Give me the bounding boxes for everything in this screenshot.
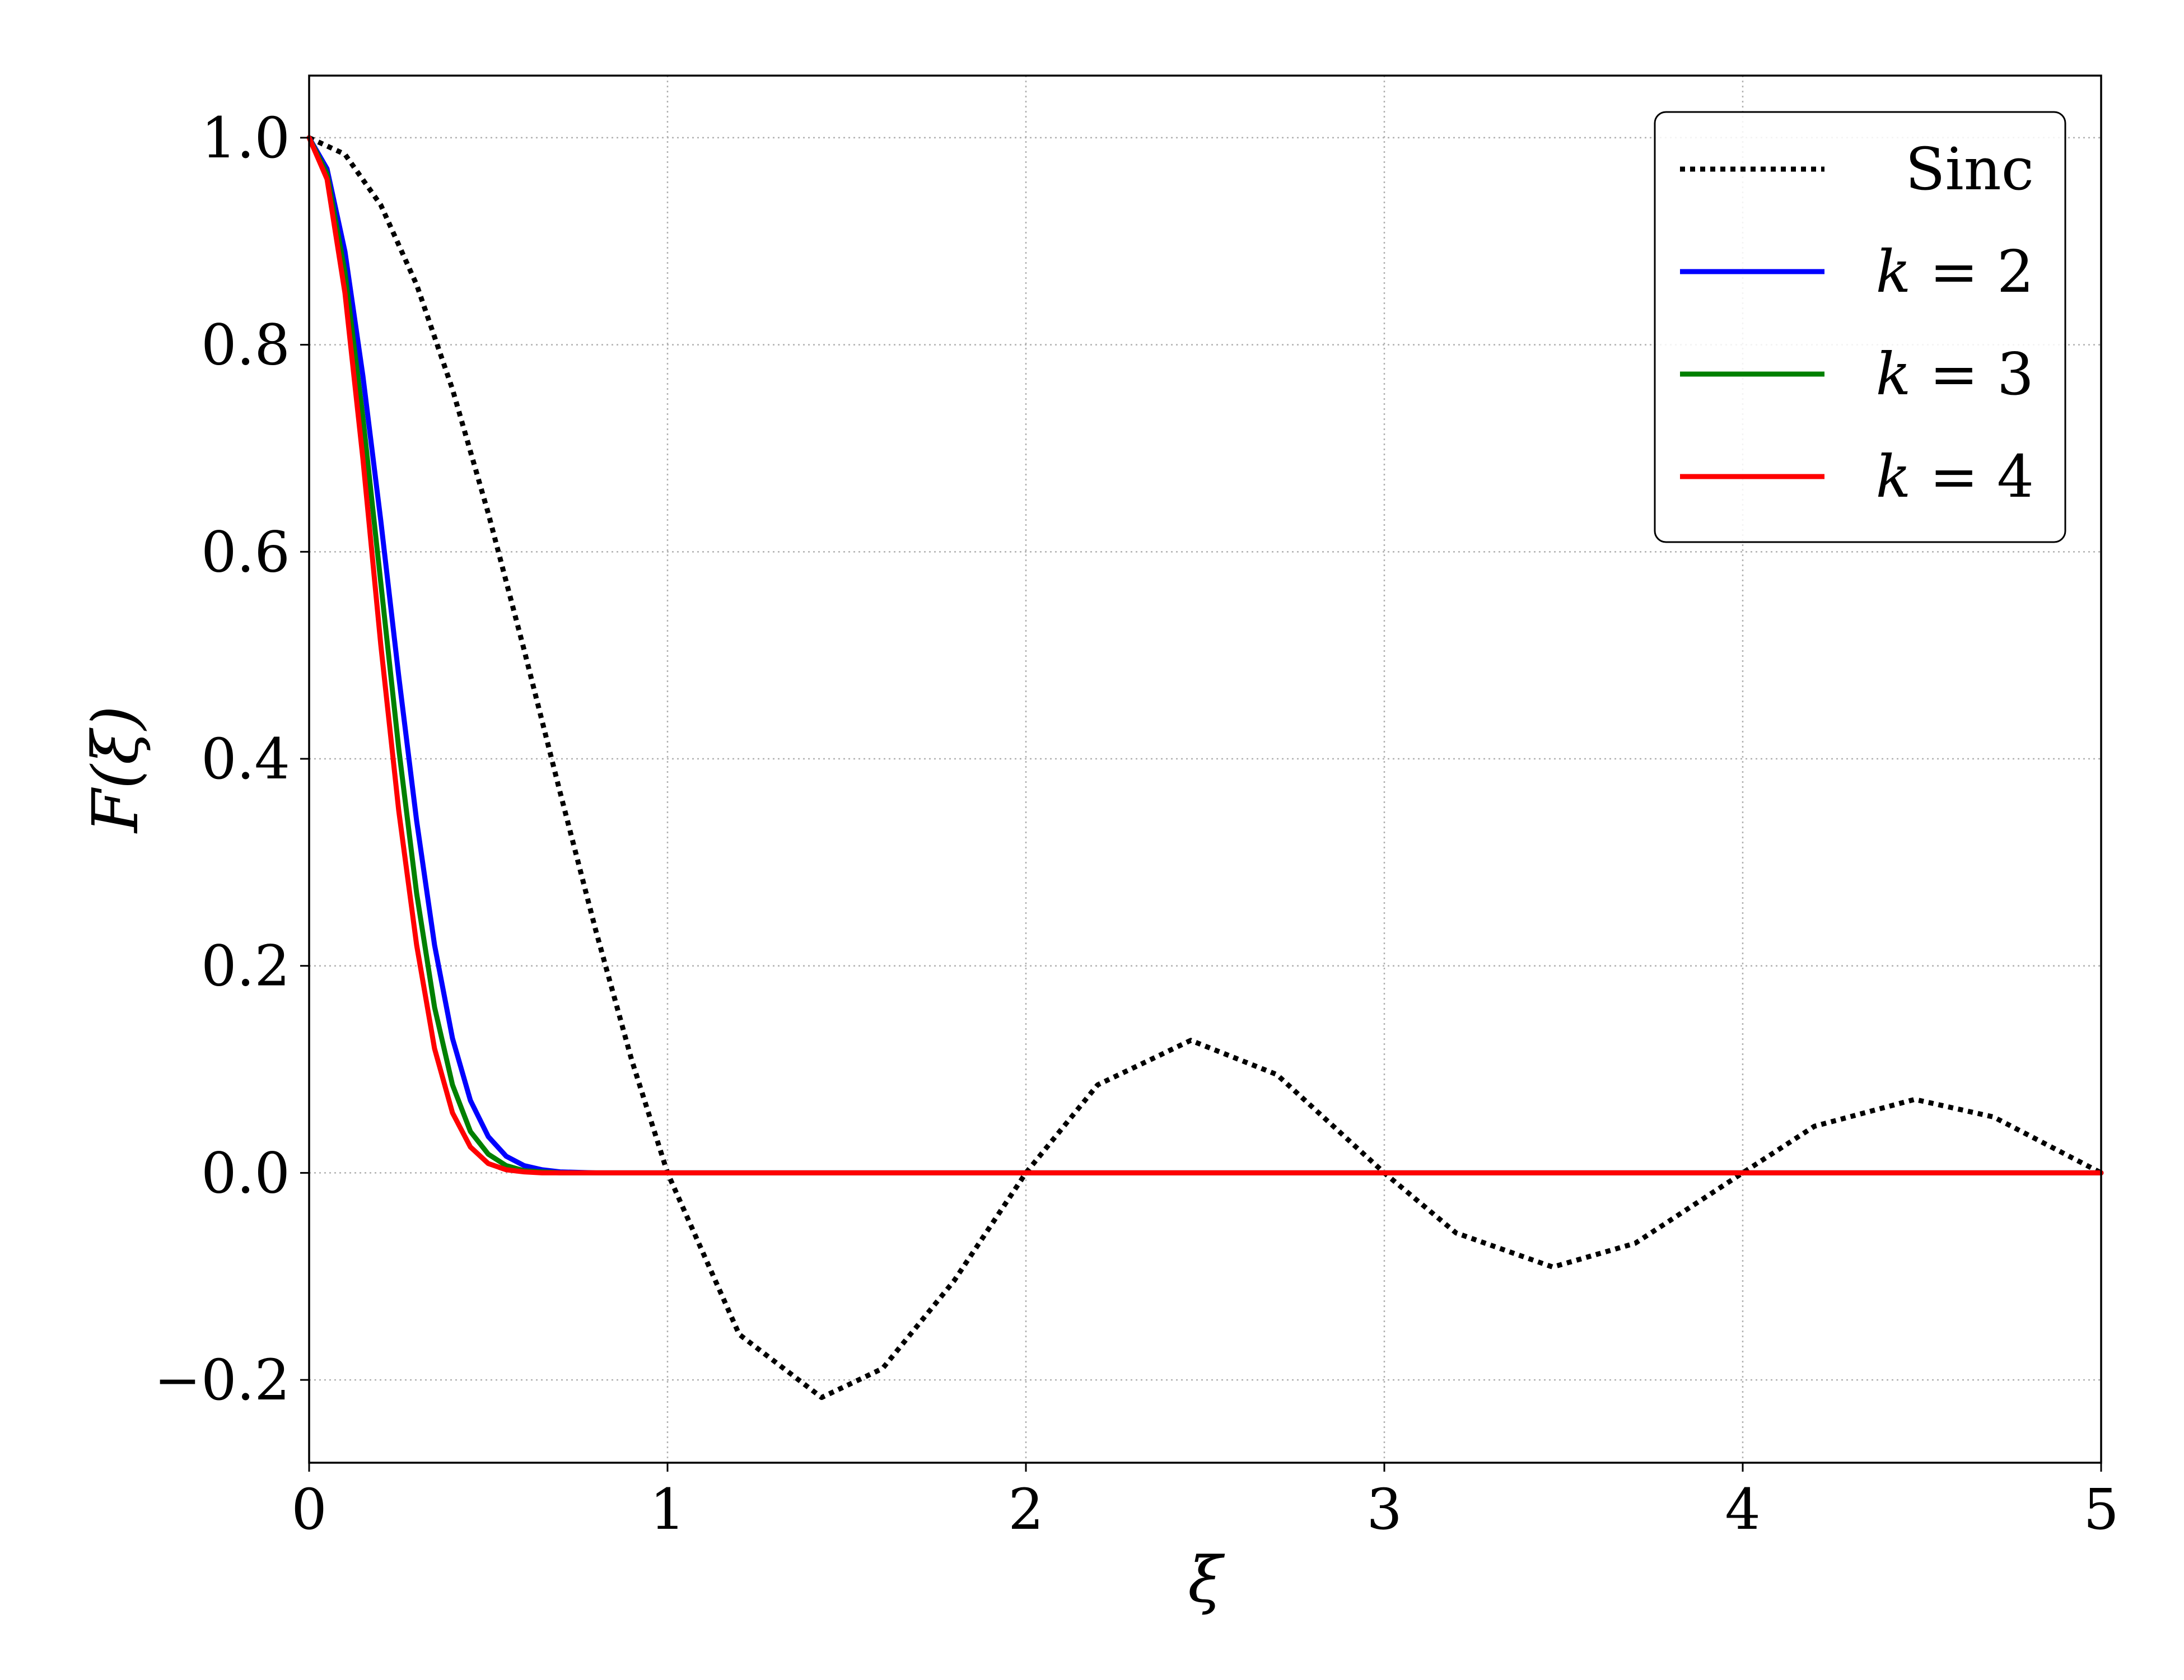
y-tick-label: 0.8: [201, 312, 290, 378]
x-tick-label: 2: [1008, 1477, 1044, 1542]
axis-ticks: 0 1 2 3 4 5 −0.2 0.0 0.2 0.4 0.6 0.8 1.0: [154, 105, 2119, 1542]
x-tick-label: 4: [1725, 1477, 1761, 1542]
y-axis-label: F(ξ): [80, 706, 152, 834]
legend-label-variable: k: [1876, 237, 1911, 306]
legend-label: Sinc: [1905, 135, 2034, 203]
y-tick-label: 0.2: [201, 934, 290, 999]
legend-label-value: = 4: [1911, 442, 2034, 511]
legend-label-variable: k: [1876, 442, 1911, 511]
series-layer: [306, 135, 2104, 1400]
series-line-k4: [306, 135, 2104, 1175]
legend-label-value: = 3: [1911, 340, 2034, 408]
plot-frame: [308, 74, 2102, 1464]
y-tick-label: 0.0: [201, 1140, 290, 1206]
x-tick-label: 5: [2083, 1477, 2119, 1542]
legend-label: k = 4: [1876, 442, 2034, 511]
series-line-sinc: [308, 135, 2103, 1400]
x-axis-label: ξ: [1188, 1544, 1225, 1617]
x-tick-label: 0: [291, 1477, 327, 1542]
legend-box: [1654, 111, 2066, 543]
y-tick-label: 1.0: [201, 105, 290, 171]
legend-label-value: = 2: [1911, 237, 2034, 306]
legend-label: k = 2: [1876, 237, 2034, 306]
y-tick-label: 0.4: [201, 726, 290, 792]
legend-label: k = 3: [1876, 340, 2034, 408]
x-tick-label: 3: [1366, 1477, 1402, 1542]
y-tick-label: −0.2: [154, 1347, 290, 1413]
x-tick-label: 1: [650, 1477, 685, 1542]
y-tick-label: 0.6: [201, 519, 290, 585]
legend-label-variable: k: [1876, 340, 1911, 408]
